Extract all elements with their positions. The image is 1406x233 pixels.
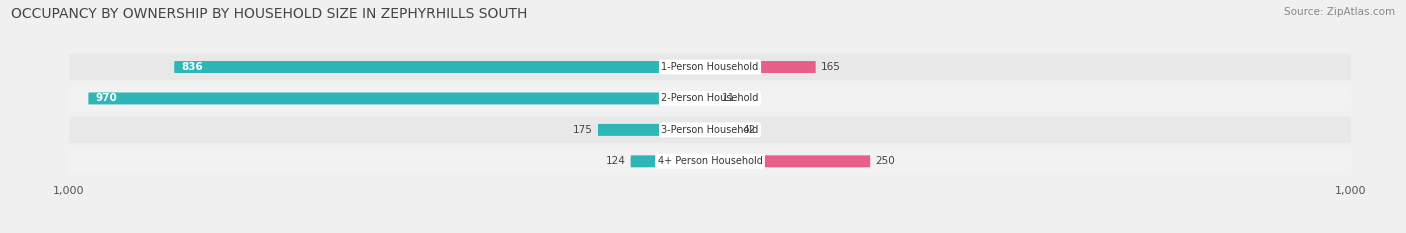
Text: 3-Person Household: 3-Person Household: [661, 125, 759, 135]
FancyBboxPatch shape: [69, 117, 1351, 143]
FancyBboxPatch shape: [69, 54, 1351, 80]
FancyBboxPatch shape: [710, 155, 870, 167]
Text: 42: 42: [742, 125, 755, 135]
Text: 11: 11: [723, 93, 735, 103]
Text: OCCUPANCY BY OWNERSHIP BY HOUSEHOLD SIZE IN ZEPHYRHILLS SOUTH: OCCUPANCY BY OWNERSHIP BY HOUSEHOLD SIZE…: [11, 7, 527, 21]
Text: Source: ZipAtlas.com: Source: ZipAtlas.com: [1284, 7, 1395, 17]
Text: 836: 836: [181, 62, 204, 72]
FancyBboxPatch shape: [710, 61, 815, 73]
FancyBboxPatch shape: [710, 124, 737, 136]
FancyBboxPatch shape: [174, 61, 710, 73]
Text: 124: 124: [606, 156, 626, 166]
FancyBboxPatch shape: [710, 93, 717, 104]
Text: 165: 165: [821, 62, 841, 72]
Text: 2-Person Household: 2-Person Household: [661, 93, 759, 103]
FancyBboxPatch shape: [69, 85, 1351, 112]
Text: 250: 250: [876, 156, 896, 166]
Text: 175: 175: [572, 125, 593, 135]
Text: 4+ Person Household: 4+ Person Household: [658, 156, 762, 166]
FancyBboxPatch shape: [630, 155, 710, 167]
FancyBboxPatch shape: [598, 124, 710, 136]
Text: 970: 970: [96, 93, 118, 103]
Text: 1-Person Household: 1-Person Household: [661, 62, 759, 72]
FancyBboxPatch shape: [69, 148, 1351, 175]
FancyBboxPatch shape: [89, 93, 710, 104]
